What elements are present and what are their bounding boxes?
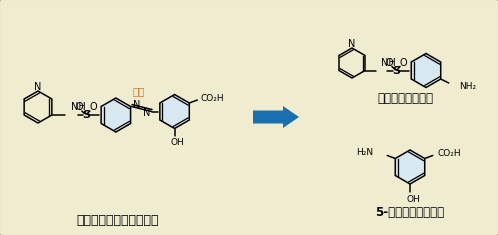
Text: OH: OH	[406, 195, 420, 204]
Text: CO₂H: CO₂H	[201, 94, 224, 102]
Text: 切断: 切断	[132, 86, 145, 97]
Text: CO₂H: CO₂H	[438, 149, 462, 158]
Text: NH: NH	[381, 58, 396, 67]
Text: NH: NH	[71, 102, 86, 112]
Text: N: N	[143, 108, 150, 118]
Polygon shape	[411, 54, 441, 87]
Polygon shape	[395, 150, 425, 184]
Text: N: N	[133, 100, 140, 110]
Text: サラゾスルファピリジン: サラゾスルファピリジン	[77, 214, 159, 227]
Text: スルファピリジン: スルファピリジン	[377, 91, 433, 105]
Text: O: O	[75, 102, 83, 112]
Text: O: O	[399, 58, 407, 67]
Polygon shape	[160, 94, 189, 129]
Text: N: N	[348, 39, 356, 49]
Text: O: O	[89, 102, 97, 112]
Text: H₂N: H₂N	[356, 148, 374, 157]
Text: N: N	[34, 82, 42, 92]
Text: 5-アミノサリチル酸: 5-アミノサリチル酸	[375, 207, 445, 219]
Text: OH: OH	[171, 138, 184, 147]
Text: O: O	[385, 58, 393, 67]
Text: S: S	[392, 66, 400, 75]
Text: S: S	[82, 110, 90, 120]
Text: NH₂: NH₂	[459, 82, 476, 90]
FancyArrow shape	[253, 106, 299, 128]
Polygon shape	[101, 98, 130, 132]
